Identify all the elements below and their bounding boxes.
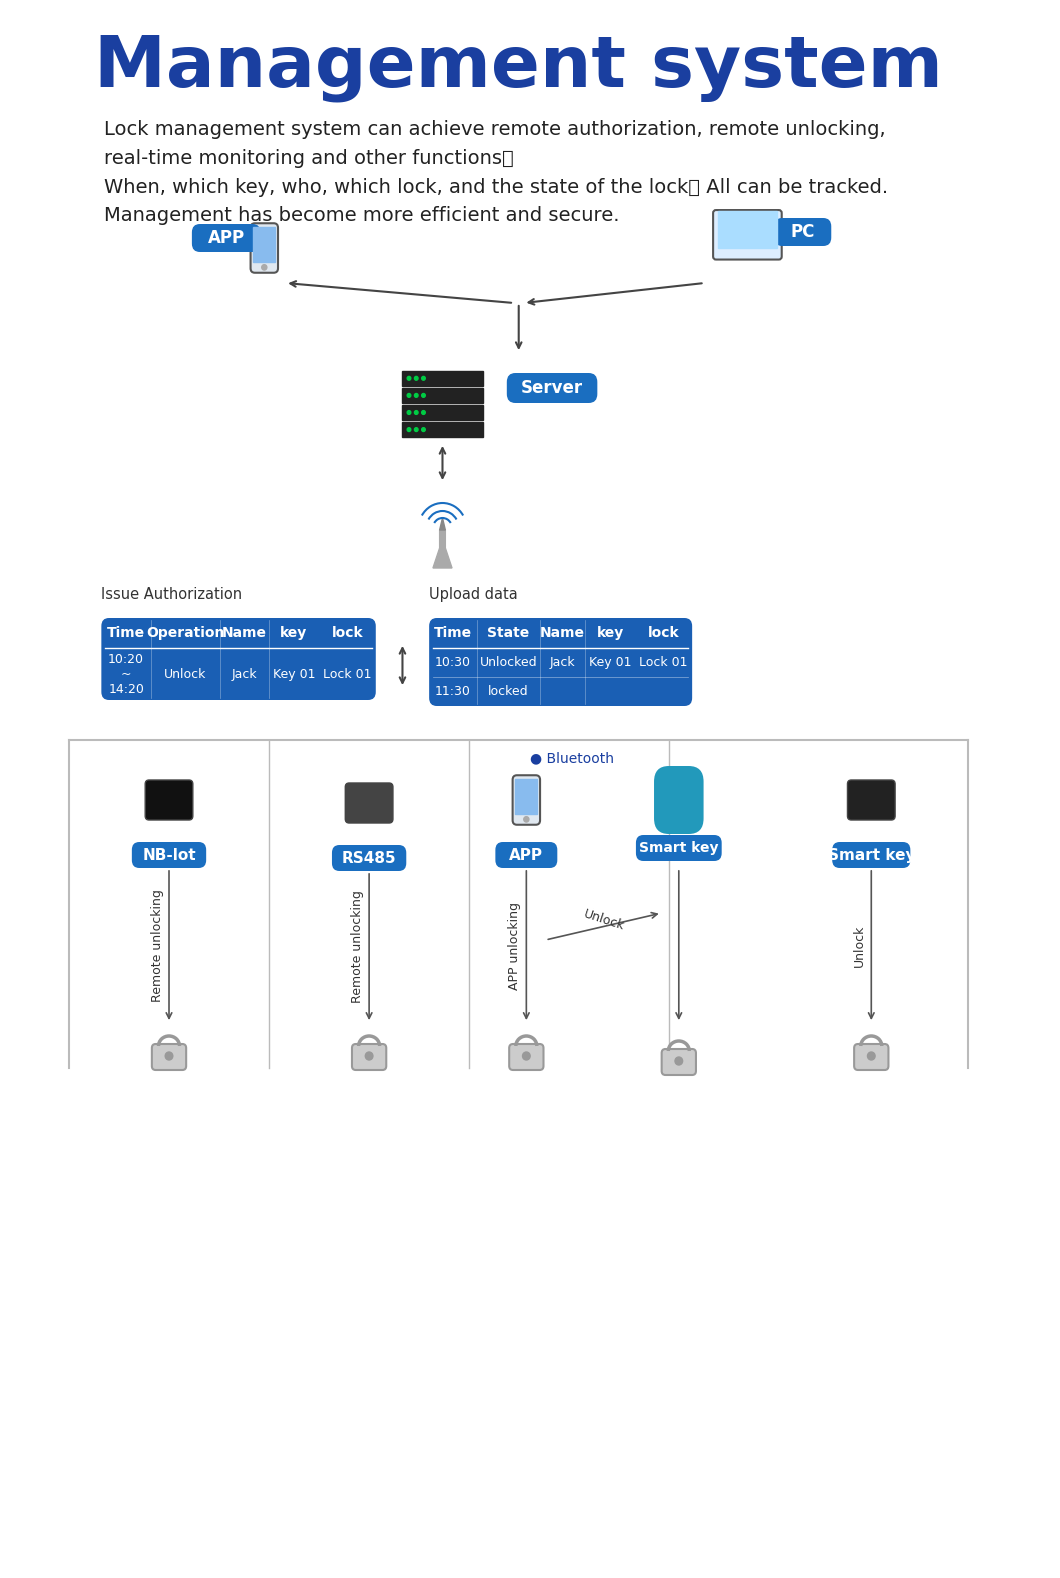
Circle shape bbox=[262, 265, 267, 270]
Polygon shape bbox=[440, 518, 445, 530]
Circle shape bbox=[867, 1053, 876, 1060]
FancyBboxPatch shape bbox=[513, 775, 540, 825]
FancyBboxPatch shape bbox=[429, 619, 692, 705]
Text: APP: APP bbox=[208, 229, 245, 248]
Circle shape bbox=[407, 393, 411, 398]
Text: Unlocked: Unlocked bbox=[479, 656, 537, 669]
FancyBboxPatch shape bbox=[832, 843, 911, 868]
Bar bbox=[402, 406, 483, 420]
Text: Jack: Jack bbox=[550, 656, 576, 669]
Circle shape bbox=[414, 393, 418, 398]
FancyBboxPatch shape bbox=[192, 224, 261, 252]
Text: Remote unlocking: Remote unlocking bbox=[152, 888, 164, 1002]
Text: lock: lock bbox=[648, 626, 679, 641]
FancyBboxPatch shape bbox=[509, 1045, 544, 1070]
Text: NB-lot: NB-lot bbox=[142, 847, 196, 863]
FancyBboxPatch shape bbox=[654, 765, 704, 835]
Circle shape bbox=[414, 428, 418, 431]
Circle shape bbox=[366, 1053, 373, 1060]
Circle shape bbox=[422, 410, 425, 415]
Bar bbox=[402, 421, 483, 437]
FancyBboxPatch shape bbox=[352, 1045, 386, 1070]
Text: Operation: Operation bbox=[146, 626, 225, 641]
FancyBboxPatch shape bbox=[145, 780, 193, 821]
Text: Jack: Jack bbox=[231, 667, 258, 680]
Text: Key 01: Key 01 bbox=[272, 667, 315, 680]
Text: Key 01: Key 01 bbox=[589, 656, 632, 669]
Bar bbox=[515, 780, 537, 814]
FancyBboxPatch shape bbox=[346, 783, 393, 824]
Text: key: key bbox=[280, 626, 307, 641]
Text: Time: Time bbox=[107, 626, 145, 641]
Text: Unlock: Unlock bbox=[853, 925, 866, 967]
FancyBboxPatch shape bbox=[661, 1049, 696, 1075]
FancyBboxPatch shape bbox=[332, 844, 406, 871]
Text: 10:30: 10:30 bbox=[435, 656, 471, 669]
FancyBboxPatch shape bbox=[713, 210, 781, 259]
Text: Time: Time bbox=[434, 626, 472, 641]
Text: Unlock: Unlock bbox=[164, 667, 207, 680]
Text: Smart key: Smart key bbox=[639, 841, 719, 855]
Circle shape bbox=[422, 377, 425, 380]
Circle shape bbox=[675, 1057, 683, 1065]
Text: APP unlocking: APP unlocking bbox=[509, 901, 522, 989]
Text: ● Bluetooth: ● Bluetooth bbox=[530, 751, 614, 765]
Text: Name: Name bbox=[222, 626, 267, 641]
Bar bbox=[402, 371, 483, 387]
Text: Unlock: Unlock bbox=[582, 907, 626, 933]
Text: lock: lock bbox=[332, 626, 363, 641]
Text: Server: Server bbox=[522, 379, 583, 398]
Text: Management system: Management system bbox=[94, 33, 943, 103]
Circle shape bbox=[165, 1053, 173, 1060]
Text: 10:20
~
14:20: 10:20 ~ 14:20 bbox=[108, 652, 144, 696]
FancyBboxPatch shape bbox=[636, 835, 722, 862]
FancyBboxPatch shape bbox=[847, 780, 895, 821]
Text: PC: PC bbox=[791, 222, 815, 241]
FancyBboxPatch shape bbox=[495, 843, 558, 868]
Circle shape bbox=[422, 428, 425, 431]
Circle shape bbox=[524, 817, 529, 822]
FancyBboxPatch shape bbox=[774, 218, 831, 246]
Circle shape bbox=[523, 1053, 530, 1060]
Text: Name: Name bbox=[540, 626, 585, 641]
FancyBboxPatch shape bbox=[152, 1045, 187, 1070]
Text: Lock 01: Lock 01 bbox=[639, 656, 688, 669]
FancyBboxPatch shape bbox=[507, 372, 598, 402]
Text: Remote unlocking: Remote unlocking bbox=[351, 890, 365, 1004]
Circle shape bbox=[422, 393, 425, 398]
Text: 11:30: 11:30 bbox=[435, 685, 471, 697]
Circle shape bbox=[407, 377, 411, 380]
Text: Lock 01: Lock 01 bbox=[323, 667, 371, 680]
Bar bbox=[402, 388, 483, 402]
Text: Smart key: Smart key bbox=[828, 847, 915, 863]
Text: Issue Authorization: Issue Authorization bbox=[102, 587, 243, 601]
FancyBboxPatch shape bbox=[250, 222, 278, 273]
Text: State: State bbox=[488, 626, 529, 641]
Bar bbox=[719, 210, 777, 248]
Text: Lock management system can achieve remote authorization, remote unlocking,
real-: Lock management system can achieve remot… bbox=[104, 120, 888, 226]
Text: APP: APP bbox=[510, 847, 544, 863]
Text: locked: locked bbox=[488, 685, 529, 697]
FancyBboxPatch shape bbox=[131, 843, 207, 868]
Text: RS485: RS485 bbox=[341, 851, 396, 865]
Text: Upload data: Upload data bbox=[429, 587, 518, 601]
FancyBboxPatch shape bbox=[854, 1045, 888, 1070]
Bar bbox=[253, 227, 276, 262]
Circle shape bbox=[414, 377, 418, 380]
Text: key: key bbox=[597, 626, 624, 641]
Polygon shape bbox=[432, 530, 452, 568]
Circle shape bbox=[414, 410, 418, 415]
Circle shape bbox=[407, 428, 411, 431]
Circle shape bbox=[407, 410, 411, 415]
FancyBboxPatch shape bbox=[102, 619, 376, 701]
